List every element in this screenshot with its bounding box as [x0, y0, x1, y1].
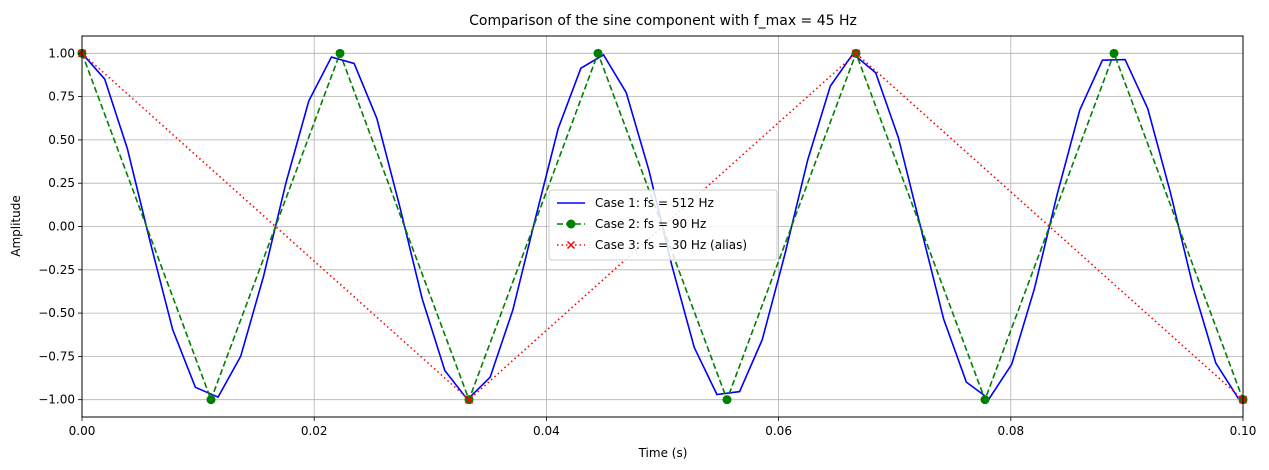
x-tick-label: 0.06 [765, 424, 792, 438]
y-tick-label: 1.00 [48, 46, 75, 60]
series-line-case-2 [81, 51, 1244, 402]
y-tick-label: 0.75 [48, 90, 75, 104]
x-tick-label: 0.10 [1230, 424, 1257, 438]
y-tick-label: −0.50 [38, 306, 75, 320]
chart-title: Comparison of the sine component with f_… [469, 13, 857, 29]
x-tick-label: 0.02 [301, 424, 328, 438]
y-axis-label: Amplitude [9, 195, 23, 257]
data-point-case-2 [1109, 48, 1119, 58]
legend-label-case-1: Case 1: fs = 512 Hz [595, 196, 714, 210]
y-tick-label: 0.50 [48, 133, 75, 147]
y-tick-label: −0.75 [38, 349, 75, 363]
data-point-case-2 [335, 48, 345, 58]
data-point-case-2 [593, 48, 603, 58]
legend-item-case-1: Case 1: fs = 512 Hz [557, 196, 714, 210]
legend-marker-case-3 [566, 240, 576, 250]
x-tick-label: 0.00 [69, 424, 96, 438]
legend: Case 1: fs = 512 Hz Case 2: fs = 90 Hz C… [548, 189, 778, 261]
legend-box [548, 189, 778, 261]
x-tick-label: 0.04 [533, 424, 560, 438]
data-point-case-2 [722, 395, 732, 405]
data-point-case-3 [851, 49, 861, 58]
x-axis-label: Time (s) [638, 446, 688, 460]
legend-label-case-3: Case 3: fs = 30 Hz (alias) [595, 238, 747, 252]
y-tick-label: 0.00 [48, 220, 75, 234]
data-point-case-2 [206, 395, 216, 405]
legend-label-case-2: Case 2: fs = 90 Hz [595, 217, 706, 231]
data-point-case-2 [980, 395, 990, 405]
legend-marker-case-2 [566, 219, 576, 229]
ticks: 0.00 0.02 0.04 0.06 0.08 0.10 1.00 0.75 0.50 0.25… [38, 46, 1256, 438]
legend-item-case-3: Case 3: fs = 30 Hz (alias) [557, 238, 747, 252]
y-tick-label: −0.25 [38, 263, 75, 277]
legend-item-case-2: Case 2: fs = 90 Hz [557, 217, 706, 231]
y-tick-label: −1.00 [38, 393, 75, 407]
x-tick-label: 0.08 [997, 424, 1024, 438]
data-point-case-3 [464, 395, 474, 404]
y-tick-label: 0.25 [48, 176, 75, 190]
